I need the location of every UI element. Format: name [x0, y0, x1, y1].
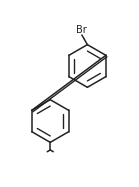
Text: Br: Br	[76, 25, 87, 35]
